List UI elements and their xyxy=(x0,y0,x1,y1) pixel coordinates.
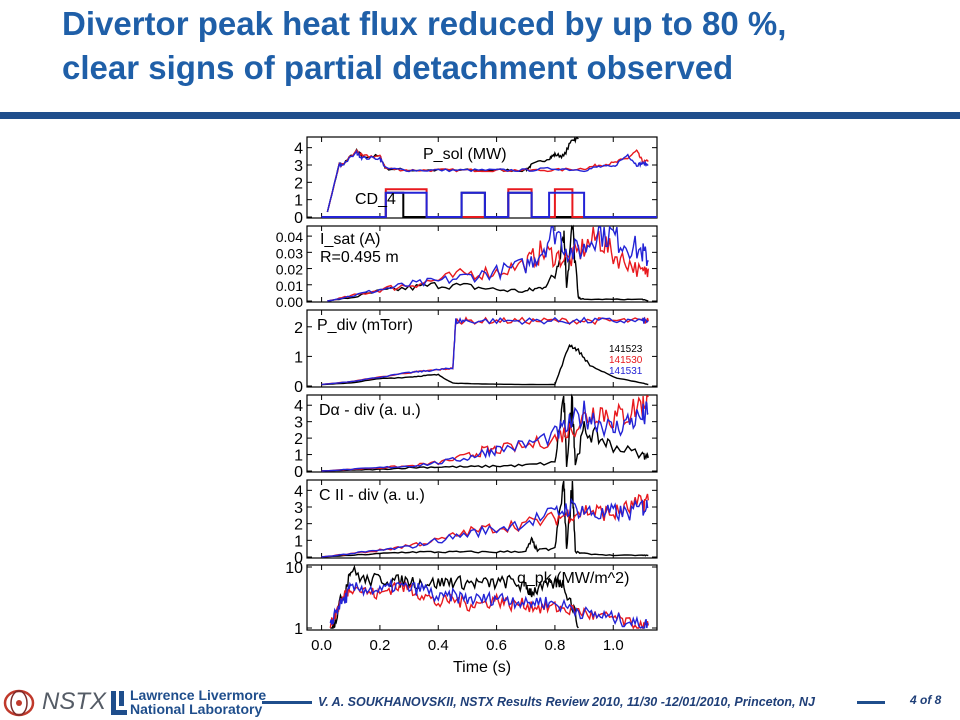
footer-citation: V. A. SOUKHANOVSKII, NSTX Results Review… xyxy=(318,695,815,709)
llnl-line2: National Laboratory xyxy=(130,701,263,717)
series-line-isat-141531 xyxy=(327,225,649,302)
title-divider xyxy=(0,112,960,119)
panel-frame-psol xyxy=(306,136,658,219)
ytick-label-cii-2: 2 xyxy=(294,517,303,534)
legend-entry-141530: 141530 xyxy=(609,355,643,366)
series-line-qpk-141531 xyxy=(329,578,649,629)
xtick-label-4: 0.8 xyxy=(544,637,565,654)
page-number: 4 of 8 xyxy=(910,693,942,707)
ytick-label-pdiv-0: 0 xyxy=(294,379,303,396)
legend-entry-141531: 141531 xyxy=(609,366,643,377)
slide-title: Divertor peak heat flux reduced by up to… xyxy=(62,2,942,90)
panel-label-qpk: q_pk (MW/m^2) xyxy=(517,570,629,587)
ytick-label-dalpha-3: 3 xyxy=(294,415,303,432)
xtick-label-0: 0.0 xyxy=(311,637,332,654)
series-line-qpk-141523 xyxy=(330,564,579,629)
panel-frame-qpk xyxy=(306,564,658,631)
llnl-line1: Lawrence Livermore xyxy=(130,687,267,703)
ytick-label-qpk-1: 10 xyxy=(285,560,303,577)
series-line-isat-141523 xyxy=(327,224,649,302)
series-line-dalpha-141531 xyxy=(321,400,649,472)
x-axis-label: Time (s) xyxy=(453,659,511,676)
panel-label2-psol: CD_4 xyxy=(355,191,396,208)
panel-label-isat: I_sat (A) xyxy=(320,231,380,248)
step-line-psol-141530 xyxy=(321,188,657,218)
ytick-label-cii-3: 3 xyxy=(294,500,303,517)
series-line-cii-141523 xyxy=(321,480,649,558)
ytick-label-dalpha-4: 4 xyxy=(294,398,303,415)
xtick-label-3: 0.6 xyxy=(486,637,507,654)
footer-rule-left xyxy=(262,701,312,704)
series-line-cii-141531 xyxy=(321,497,649,558)
footer-rule-right xyxy=(857,701,885,704)
panel-label-psol: P_sol (MW) xyxy=(423,146,507,163)
ytick-label-isat-2: 0.02 xyxy=(276,262,303,278)
llnl-logo-text: Lawrence Livermore National Laboratory xyxy=(130,688,266,716)
llnl-logo-icon xyxy=(111,691,127,715)
step-line-psol-141531 xyxy=(321,191,657,218)
ytick-label-psol-1: 1 xyxy=(294,193,303,210)
xtick-label-2: 0.4 xyxy=(428,637,449,654)
slide-title-line2: clear signs of partial detachment observ… xyxy=(62,49,734,86)
panel-label-cii: C II - div (a. u.) xyxy=(319,487,425,504)
series-line-psol-141530 xyxy=(326,148,649,212)
ytick-label-dalpha-1: 1 xyxy=(294,448,303,465)
ytick-label-isat-3: 0.03 xyxy=(276,245,303,261)
series-line-isat-141530 xyxy=(327,226,649,302)
ytick-label-dalpha-0: 0 xyxy=(294,464,303,481)
xtick-label-1: 0.2 xyxy=(369,637,390,654)
ytick-label-isat-1: 0.01 xyxy=(276,278,303,294)
nstx-logo-icon xyxy=(3,689,35,717)
ytick-label-isat-0: 0.00 xyxy=(276,294,303,310)
series-line-psol-141531 xyxy=(326,149,649,213)
ytick-label-pdiv-1: 1 xyxy=(294,349,303,366)
ytick-label-pdiv-2: 2 xyxy=(294,320,303,337)
panel-frame-isat xyxy=(306,225,658,303)
ytick-label-cii-0: 0 xyxy=(294,550,303,567)
series-line-pdiv-141523 xyxy=(321,343,649,386)
ytick-label-psol-3: 3 xyxy=(294,158,303,175)
panel-label-dalpha: Dα - div (a. u.) xyxy=(319,402,421,419)
legend-entry-141523: 141523 xyxy=(609,344,643,355)
xtick-label-5: 1.0 xyxy=(603,637,624,654)
ytick-label-isat-4: 0.04 xyxy=(276,229,303,245)
panel-label2-isat: R=0.495 m xyxy=(320,249,399,266)
nstx-logo-text: NSTX xyxy=(42,688,107,715)
slide-title-line1: Divertor peak heat flux reduced by up to… xyxy=(62,5,787,42)
ytick-label-cii-4: 4 xyxy=(294,483,303,500)
panel-frame-dalpha xyxy=(306,394,658,473)
ytick-label-cii-1: 1 xyxy=(294,533,303,550)
ytick-label-psol-0: 0 xyxy=(294,210,303,227)
ytick-label-qpk-0: 1 xyxy=(294,621,303,638)
panel-label-pdiv: P_div (mTorr) xyxy=(317,317,413,334)
ytick-label-dalpha-2: 2 xyxy=(294,431,303,448)
ytick-label-psol-2: 2 xyxy=(294,175,303,192)
ytick-label-psol-4: 4 xyxy=(294,141,303,158)
series-line-pdiv-141531 xyxy=(321,316,649,386)
